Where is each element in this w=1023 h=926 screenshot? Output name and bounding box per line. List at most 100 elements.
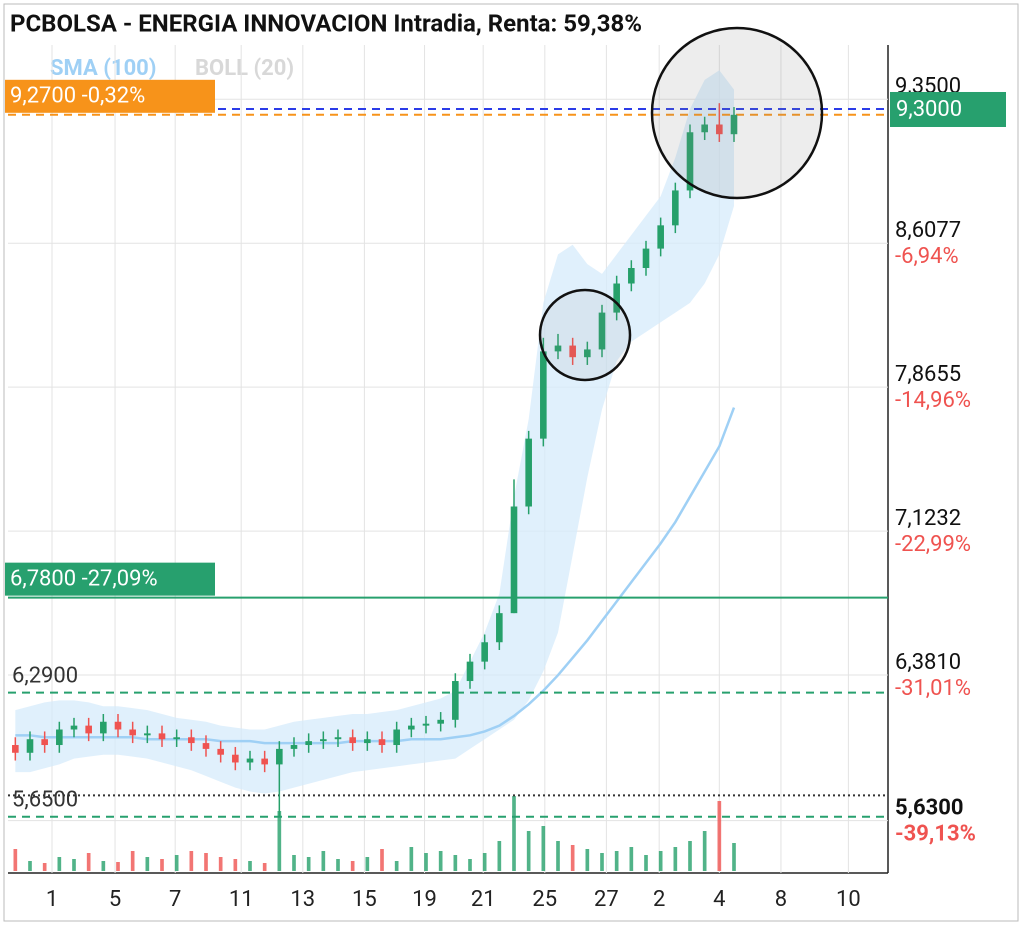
candle-body: [496, 613, 503, 643]
x-tick-label: 10: [836, 887, 861, 912]
candle-body: [144, 733, 151, 736]
y-tick-change: -14,96%: [895, 388, 971, 413]
volume-bar: [116, 862, 120, 871]
candle-body: [422, 723, 430, 726]
level-label: 6,7800 -27,09%: [10, 566, 158, 591]
candle-body: [12, 745, 19, 753]
level-label: 9,2700 -0,32%: [10, 84, 145, 109]
candle-body: [276, 748, 283, 765]
volume-bar: [248, 861, 252, 871]
y-tick-label: 7,1232: [895, 506, 961, 531]
x-tick-label: 13: [290, 887, 315, 912]
volume-bar: [424, 853, 428, 871]
candle-body: [437, 719, 444, 724]
x-tick-label: 27: [594, 887, 619, 912]
candle-body: [56, 729, 63, 746]
candle-body: [481, 642, 488, 662]
volume-bar: [658, 851, 663, 871]
volume-bar: [497, 841, 502, 871]
candle-body: [41, 739, 48, 746]
volume-bar: [72, 859, 76, 871]
volume-bar: [174, 855, 179, 871]
y-tick-change: -22,99%: [895, 532, 971, 557]
y-tick-label: 7,8655: [895, 362, 961, 387]
annotation-circle: [538, 288, 632, 382]
volume-bar: [365, 857, 370, 871]
volume-bar: [86, 853, 91, 871]
x-tick-label: 4: [713, 887, 725, 912]
volume-bar: [614, 851, 619, 871]
candle-body: [246, 758, 254, 763]
candle-body: [320, 739, 327, 742]
candle-body: [642, 248, 650, 268]
volume-bar: [482, 853, 487, 871]
candle-body: [261, 758, 268, 765]
candle-body: [114, 721, 122, 730]
volume-bar: [204, 853, 208, 871]
candle-body: [672, 190, 679, 226]
volume-bar: [732, 843, 736, 871]
candle-body: [173, 737, 180, 740]
candle-body: [217, 748, 224, 755]
frame: [3, 3, 1019, 922]
candle-body: [202, 743, 210, 749]
legend: SMA (100) BOLL (20): [50, 56, 294, 81]
candle-body: [701, 124, 708, 133]
volume-bar: [453, 855, 458, 871]
candle-body: [378, 739, 386, 746]
candle-body: [158, 733, 166, 740]
volume-bar: [189, 851, 194, 871]
volume-bar: [306, 857, 311, 871]
volume-bar: [130, 851, 135, 871]
legend-entry: BOLL (20): [195, 56, 294, 81]
volume-bar: [512, 796, 516, 871]
volume-bar: [629, 847, 634, 871]
candle-body: [188, 737, 195, 744]
level-label-box: [890, 91, 1006, 127]
volume-bar: [570, 845, 575, 871]
candle-body: [686, 132, 694, 191]
volume-bar: [702, 831, 707, 871]
volume-bar: [321, 851, 326, 871]
volume-bar: [336, 859, 340, 871]
volume-bar: [57, 857, 62, 871]
candle-body: [730, 114, 738, 135]
volume-bar: [688, 841, 692, 871]
level-label-box: [5, 79, 215, 113]
candle-body: [628, 267, 635, 284]
volume-bar: [292, 855, 296, 871]
volume-bar: [160, 859, 164, 871]
candle-body: [100, 721, 107, 734]
volume-bar: [644, 855, 648, 871]
candle-body: [554, 345, 562, 352]
volume-bar: [101, 861, 106, 871]
x-tick-label: 11: [229, 887, 254, 912]
candle-body: [716, 124, 723, 135]
volume-bar: [541, 826, 546, 871]
volume-bar: [673, 847, 678, 871]
candle-body: [569, 345, 576, 358]
volume-bar: [42, 863, 47, 871]
volume-bar: [600, 853, 604, 871]
candle-body: [540, 351, 547, 439]
x-tick-label: 15: [352, 887, 377, 912]
candle-body: [290, 745, 298, 749]
level-label: 9,3000: [896, 97, 962, 122]
candle-body: [305, 741, 312, 746]
level-label-box: [5, 562, 215, 596]
volume-bar: [585, 849, 590, 871]
y-tick-change: -39,13%: [895, 821, 976, 846]
volume-bar: [218, 857, 223, 871]
candle-body: [85, 725, 92, 734]
y-tick-label: 6,3810: [895, 650, 961, 675]
candle-body: [613, 283, 620, 313]
candle-body: [129, 729, 136, 736]
volume-bar: [468, 859, 472, 871]
volume-bar: [233, 859, 238, 871]
y-tick-label: 8,6077: [895, 218, 961, 243]
bollinger-band: [15, 70, 735, 794]
volume-bar: [556, 841, 560, 871]
legend-entry: SMA (100): [50, 56, 157, 81]
x-tick-label: 8: [775, 887, 787, 912]
